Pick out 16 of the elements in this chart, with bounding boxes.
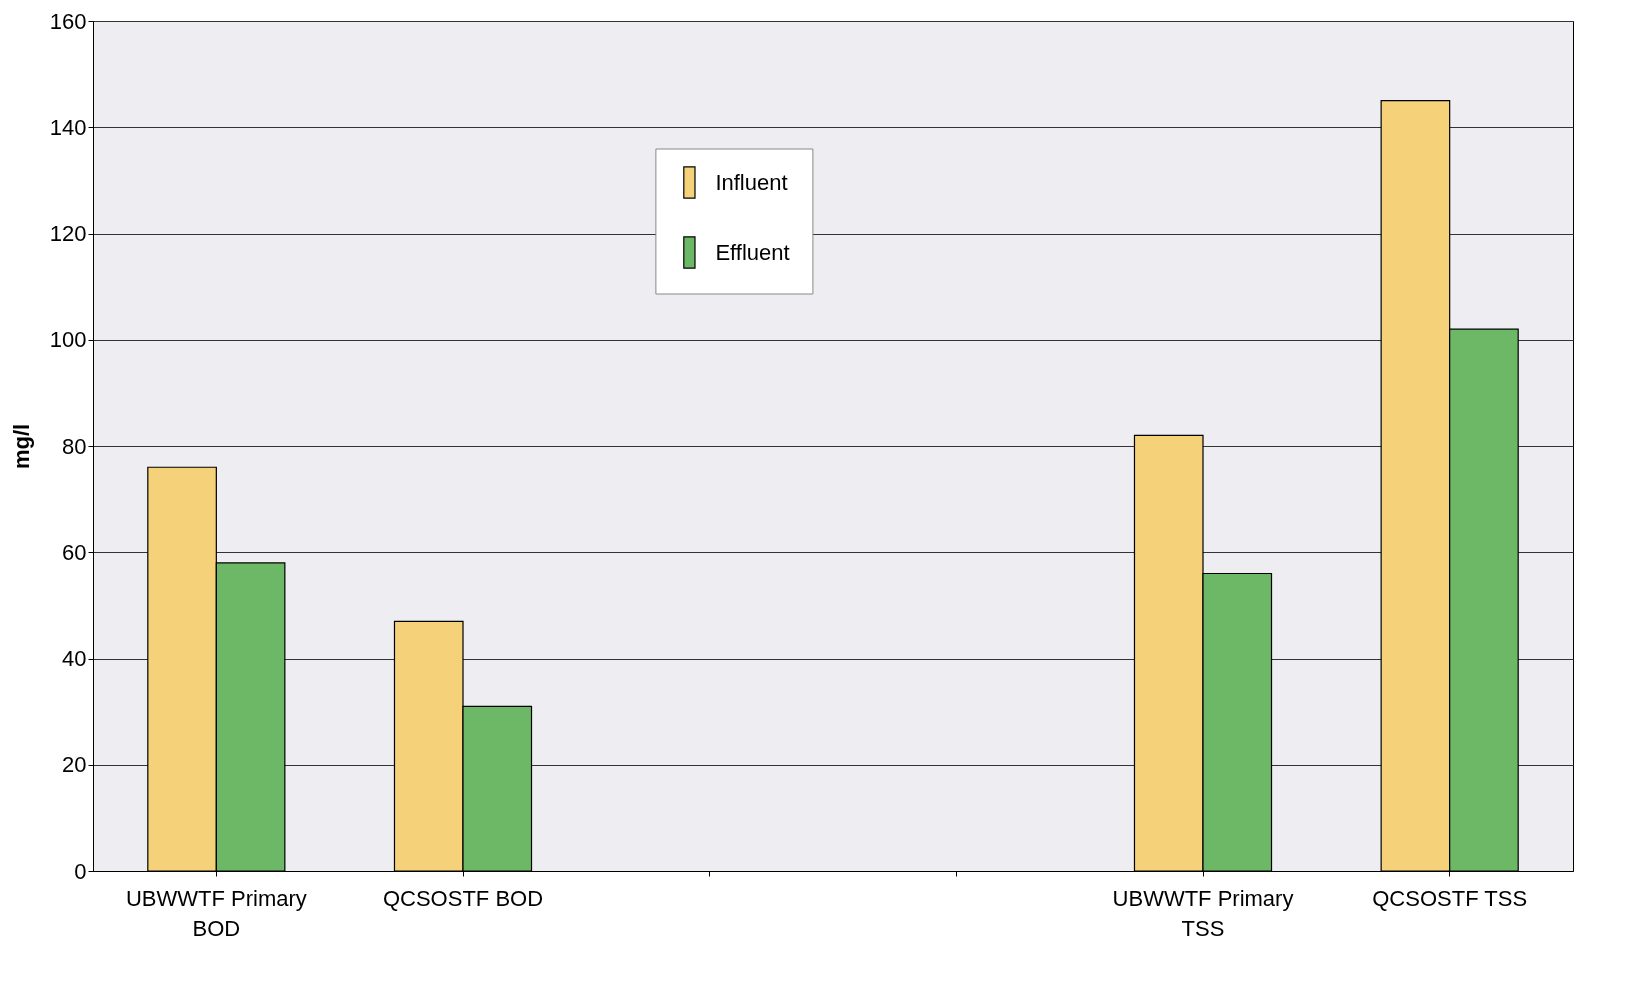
y-tick-label: 80: [62, 433, 87, 459]
x-tick-label: UBWWTF Primary TSS: [1112, 885, 1294, 941]
x-tick-label: UBWWTF Primary BOD: [125, 885, 307, 941]
legend-label: Effluent: [715, 239, 790, 265]
y-tick-label: 100: [49, 327, 87, 353]
y-tick-label: 0: [74, 858, 87, 884]
y-tick-label: 20: [62, 752, 87, 778]
y-tick-label: 140: [49, 114, 87, 140]
y-tick-label: 40: [62, 646, 87, 671]
y-tick-label: 60: [62, 539, 87, 565]
x-tick-label: QCSOSTF TSS: [1372, 885, 1528, 911]
y-axis-title: mg/l: [8, 423, 34, 470]
x-tick-label: QCSOSTF BOD: [382, 885, 544, 911]
y-tick-label: 160: [49, 8, 87, 34]
y-tick-label: 120: [49, 221, 87, 246]
legend-label: Influent: [715, 169, 788, 195]
